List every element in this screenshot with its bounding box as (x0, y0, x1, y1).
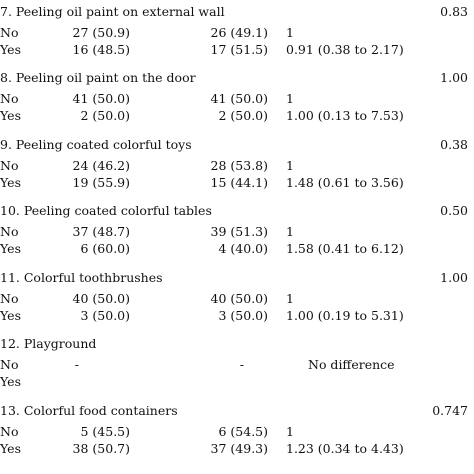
variable-title: 10. Peeling coated colorful tables (0, 203, 212, 218)
odds-ratio: 1 (286, 290, 294, 306)
odds-ratio: No difference (308, 357, 395, 372)
group1-count: 38 (50.7) (72, 440, 130, 456)
table-row: No 40 (50.0) 40 (50.0) 1 (0, 290, 474, 308)
table-section: 10. Peeling coated colorful tables 0.50 … (0, 196, 474, 263)
table-row: Yes 19 (55.9) 15 (44.1) 1.48 (0.61 to 3.… (0, 174, 474, 192)
table-row: No 41 (50.0) 41 (50.0) 1 (0, 90, 474, 108)
row-label: Yes (0, 174, 21, 190)
group2-count: 4 (40.0) (218, 241, 268, 256)
odds-ratio: 1.23 (0.34 to 4.43) (286, 440, 404, 456)
variable-row: 11. Colorful toothbrushes 1.00 (0, 269, 474, 287)
variable-row: 10. Peeling coated colorful tables 0.50 (0, 202, 474, 220)
odds-ratio: 1.58 (0.41 to 6.12) (286, 241, 404, 256)
results-table: 7. Peeling oil paint on external wall 0.… (0, 0, 474, 463)
variable-row: 7. Peeling oil paint on external wall 0.… (0, 3, 474, 21)
group2-count: - (239, 357, 244, 372)
group1-count: 5 (45.5) (80, 423, 130, 439)
group2-count: 26 (49.1) (210, 25, 268, 40)
row-label: No (0, 91, 19, 106)
group1-count: - (74, 357, 79, 372)
p-value: 0.83 (440, 4, 468, 19)
group1-count: 2 (50.0) (80, 108, 130, 123)
variable-row: 13. Colorful food containers 0.747 (0, 402, 474, 420)
table-row: No 37 (48.7) 39 (51.3) 1 (0, 223, 474, 241)
odds-ratio: 1.48 (0.61 to 3.56) (286, 174, 404, 190)
group1-count: 27 (50.9) (72, 25, 130, 40)
odds-ratio: 1 (286, 423, 294, 439)
table-row: No 27 (50.9) 26 (49.1) 1 (0, 24, 474, 42)
table-section: 7. Peeling oil paint on external wall 0.… (0, 0, 474, 63)
variable-title: 9. Peeling coated colorful toys (0, 136, 192, 152)
group1-count: 16 (48.5) (72, 42, 130, 57)
group2-count: 17 (51.5) (210, 42, 268, 57)
variable-row: 8. Peeling oil paint on the door 1.00 (0, 69, 474, 87)
row-label: Yes (0, 42, 21, 57)
odds-ratio: 1 (286, 25, 294, 40)
group2-count: 41 (50.0) (210, 91, 268, 106)
variable-title: 11. Colorful toothbrushes (0, 269, 163, 285)
variable-row: 12. Playground (0, 335, 474, 353)
group2-count: 6 (54.5) (218, 423, 268, 439)
table-section: 9. Peeling coated colorful toys 0.38 No … (0, 130, 474, 197)
group1-count: 40 (50.0) (72, 290, 130, 306)
row-label: Yes (0, 307, 21, 323)
group1-count: 41 (50.0) (72, 91, 130, 106)
row-label: No (0, 290, 19, 306)
variable-title: 7. Peeling oil paint on external wall (0, 4, 225, 19)
table-section: 13. Colorful food containers 0.747 No 5 … (0, 396, 474, 463)
row-label: No (0, 423, 19, 439)
group2-count: 2 (50.0) (218, 108, 268, 123)
p-value: 0.38 (440, 136, 468, 152)
p-value: 1.00 (440, 70, 468, 85)
group1-count: 24 (46.2) (72, 157, 130, 173)
odds-ratio: 1 (286, 157, 294, 173)
group2-count: 40 (50.0) (210, 290, 268, 306)
group1-count: 6 (60.0) (80, 241, 130, 256)
p-value: 1.00 (440, 269, 468, 285)
variable-title: 13. Colorful food containers (0, 402, 178, 418)
variable-row: 9. Peeling coated colorful toys 0.38 (0, 136, 474, 154)
table-section: 11. Colorful toothbrushes 1.00 No 40 (50… (0, 263, 474, 330)
table-row: Yes 2 (50.0) 2 (50.0) 1.00 (0.13 to 7.53… (0, 107, 474, 125)
p-value: 0.747 (432, 402, 468, 418)
table-row: Yes 16 (48.5) 17 (51.5) 0.91 (0.38 to 2.… (0, 41, 474, 59)
table-row: No - - No difference (0, 356, 474, 374)
variable-title: 8. Peeling oil paint on the door (0, 70, 196, 85)
odds-ratio: 1 (286, 91, 294, 106)
row-label: No (0, 224, 19, 239)
odds-ratio: 1.00 (0.19 to 5.31) (286, 307, 404, 323)
variable-title: 12. Playground (0, 336, 97, 351)
group2-count: 28 (53.8) (210, 157, 268, 173)
odds-ratio: 1.00 (0.13 to 7.53) (286, 108, 404, 123)
table-section: 12. Playground No - - No difference Yes (0, 329, 474, 396)
p-value: 0.50 (440, 203, 468, 218)
row-label: Yes (0, 374, 21, 389)
table-section: 8. Peeling oil paint on the door 1.00 No… (0, 63, 474, 130)
group2-count: 15 (44.1) (210, 174, 268, 190)
row-label: Yes (0, 108, 21, 123)
row-label: No (0, 157, 19, 173)
row-label: No (0, 357, 19, 372)
table-row: No 5 (45.5) 6 (54.5) 1 (0, 423, 474, 441)
row-label: Yes (0, 440, 21, 456)
group2-count: 39 (51.3) (210, 224, 268, 239)
table-row: Yes 38 (50.7) 37 (49.3) 1.23 (0.34 to 4.… (0, 440, 474, 458)
table-row: Yes (0, 373, 474, 391)
table-row: Yes 3 (50.0) 3 (50.0) 1.00 (0.19 to 5.31… (0, 307, 474, 325)
group1-count: 3 (50.0) (80, 307, 130, 323)
row-label: No (0, 25, 19, 40)
group1-count: 19 (55.9) (72, 174, 130, 190)
table-row: Yes 6 (60.0) 4 (40.0) 1.58 (0.41 to 6.12… (0, 240, 474, 258)
row-label: Yes (0, 241, 21, 256)
group2-count: 3 (50.0) (218, 307, 268, 323)
group1-count: 37 (48.7) (72, 224, 130, 239)
table-row: No 24 (46.2) 28 (53.8) 1 (0, 157, 474, 175)
odds-ratio: 0.91 (0.38 to 2.17) (286, 42, 404, 57)
odds-ratio: 1 (286, 224, 294, 239)
group2-count: 37 (49.3) (210, 440, 268, 456)
